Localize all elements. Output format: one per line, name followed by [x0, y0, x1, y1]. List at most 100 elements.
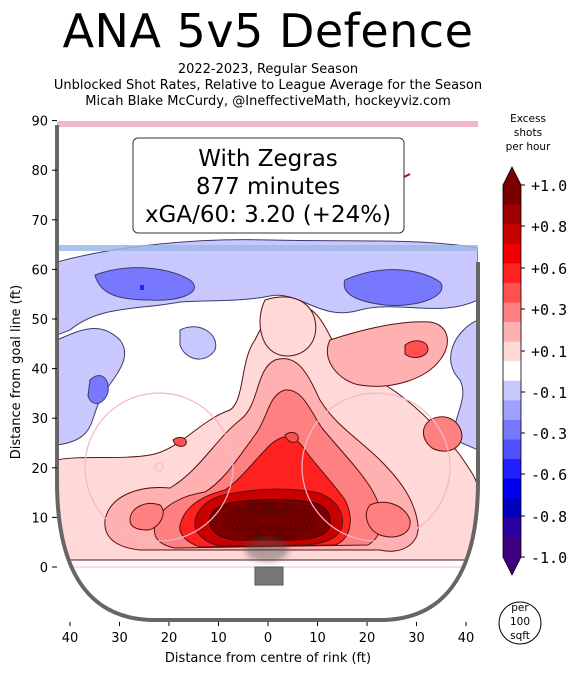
contour-ring [239, 508, 301, 534]
heat-region-top-band [57, 239, 478, 336]
colorbar-tick-label: -0.1 [531, 384, 567, 402]
x-tick-label: 30 [408, 631, 425, 646]
heat-region-slot-mid [284, 432, 299, 443]
y-tick-label: 20 [31, 462, 48, 477]
y-tick-label: 60 [31, 263, 48, 278]
unit-line-2: 100 [510, 616, 530, 628]
colorbar-segment [503, 439, 521, 460]
info-xga: xGA/60: 3.20 (+24%) [145, 202, 391, 228]
colorbar-title-2: shots [514, 127, 542, 139]
goal-net [254, 566, 284, 586]
info-player: With Zegras [198, 146, 338, 172]
colorbar-segment [503, 341, 521, 362]
contour-ring [243, 509, 297, 533]
x-axis: 40 30 20 10 0 10 20 30 40 [62, 622, 475, 646]
contour-ring [252, 513, 288, 529]
contour-ring [230, 504, 310, 538]
colorbar-segment [503, 361, 521, 382]
colorbar-segment [503, 322, 521, 343]
colorbar-segment [503, 498, 521, 519]
colorbar-segment [503, 517, 521, 538]
unit-badge: per 100 sqft [498, 601, 542, 645]
x-tick-label: 10 [210, 631, 227, 646]
colorbar-segment [503, 224, 521, 245]
x-axis-label: Distance from centre of rink (ft) [165, 651, 371, 666]
blue-line [57, 245, 478, 251]
x-tick-label: 20 [161, 631, 178, 646]
unit-line-3: sqft [510, 630, 530, 642]
colorbar-segment [503, 478, 521, 499]
right-faceoff-dot [371, 462, 381, 472]
heat-region-right-low [365, 501, 411, 538]
unit-line-1: per [511, 602, 529, 614]
rink-markings [57, 121, 478, 586]
colorbar-bottom-extend [503, 557, 521, 575]
goal-crease-shadow [245, 538, 289, 562]
heat-region-centre-point [259, 296, 317, 357]
colorbar-tick-label: +0.3 [531, 301, 567, 319]
colorbar [502, 166, 522, 576]
heat-region-left-low [129, 503, 164, 531]
x-tick-label: 10 [309, 631, 326, 646]
info-box: With Zegras 877 minutes xGA/60: 3.20 (+2… [132, 137, 405, 234]
colorbar-tick-label: -0.3 [531, 425, 567, 443]
heat-region-right-high-core [404, 340, 429, 358]
colorbar-segment [503, 537, 521, 558]
colorbar-title-3: per hour [506, 141, 552, 153]
right-faceoff-circle [301, 392, 451, 542]
chart-title: ANA 5v5 Defence [62, 4, 474, 58]
colorbar-title: Excess shots per hour [506, 113, 552, 153]
colorbar-segment [503, 204, 521, 225]
colorbar-ticks: +1.0 +0.8 +0.6 +0.3 +0.1 -0.1 -0.3 -0.6 -0.8 -1.0 [521, 177, 567, 567]
info-minutes: 877 minutes [196, 174, 340, 200]
x-tick-label: 20 [359, 631, 376, 646]
y-tick-label: 70 [31, 214, 48, 229]
x-tick-label: 40 [62, 631, 79, 646]
colorbar-top-extend [503, 167, 521, 185]
colorbar-segment [503, 282, 521, 303]
x-tick-label: 0 [264, 631, 272, 646]
heat-region-left-circle [172, 436, 187, 447]
subtitle-season: 2022-2023, Regular Season [177, 62, 359, 77]
colorbar-segment [503, 185, 521, 206]
colorbar-segment [503, 400, 521, 421]
colorbar-tick-label: -0.8 [531, 508, 567, 526]
y-tick-label: 30 [31, 412, 48, 427]
colorbar-segment [503, 380, 521, 401]
left-faceoff-dot [154, 462, 164, 472]
colorbar-segment [503, 419, 521, 441]
center-red-line [57, 121, 478, 127]
heat-region-left-wall-deep [87, 375, 109, 404]
subtitle-description: Unblocked Shot Rates, Relative to League… [53, 78, 483, 93]
colorbar-tick-label: +1.0 [531, 177, 567, 195]
y-tick-label: 90 [31, 115, 48, 130]
rink-boards [55, 125, 480, 622]
contour-ring [257, 515, 283, 527]
colorbar-segment [503, 302, 521, 323]
contour-ring [234, 506, 306, 536]
left-faceoff-circle [84, 392, 234, 542]
y-axis: 0 10 20 30 40 50 60 70 80 90 [31, 115, 57, 576]
colorbar-tick-label: -1.0 [531, 549, 567, 567]
y-tick-label: 50 [31, 313, 48, 328]
y-tick-label: 80 [31, 164, 48, 179]
y-tick-label: 40 [31, 363, 48, 378]
x-tick-label: 40 [458, 631, 475, 646]
heat-region-point-left-core [140, 285, 144, 290]
colorbar-tick-label: +0.1 [531, 343, 567, 361]
slot-contour-lines [225, 502, 315, 540]
heatmap-layer [57, 120, 478, 620]
heat-region-point-right [343, 269, 443, 306]
y-tick-label: 0 [40, 561, 48, 576]
colorbar-tick-label: -0.6 [531, 466, 567, 484]
colorbar-segment [503, 459, 521, 480]
y-axis-label: Distance from goal line (ft) [9, 285, 24, 459]
y-tick-label: 10 [31, 511, 48, 526]
colorbar-tick-label: +0.8 [531, 218, 567, 236]
colorbar-tick-label: +0.6 [531, 260, 567, 278]
x-tick-label: 30 [111, 631, 128, 646]
heat-region-point-left [94, 267, 195, 301]
subtitle-credit: Micah Blake McCurdy, @IneffectiveMath, h… [85, 94, 451, 109]
colorbar-segment [503, 243, 521, 264]
heat-region-mid-left [179, 326, 217, 360]
